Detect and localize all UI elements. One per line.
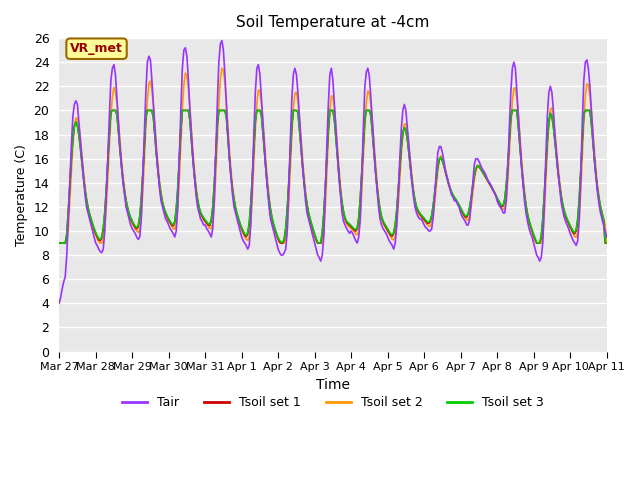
Text: VR_met: VR_met [70,42,123,55]
Title: Soil Temperature at -4cm: Soil Temperature at -4cm [236,15,429,30]
X-axis label: Time: Time [316,377,350,392]
Y-axis label: Temperature (C): Temperature (C) [15,144,28,246]
Legend: Tair, Tsoil set 1, Tsoil set 2, Tsoil set 3: Tair, Tsoil set 1, Tsoil set 2, Tsoil se… [116,391,549,414]
